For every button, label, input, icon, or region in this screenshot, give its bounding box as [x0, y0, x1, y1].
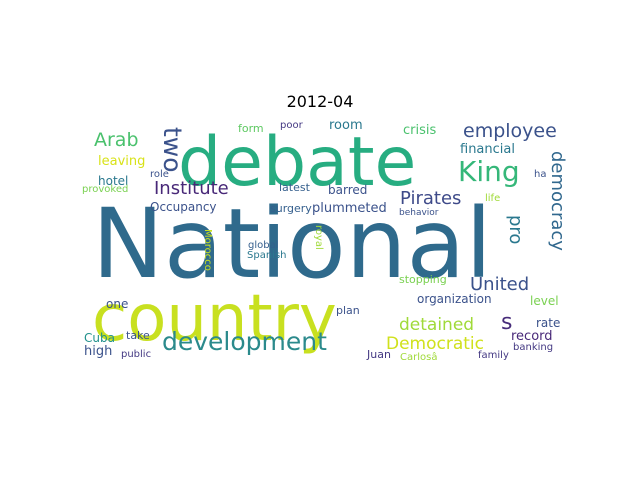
word-democratic: Democratic: [386, 334, 484, 354]
word-carlosa: Carlosâ: [400, 351, 437, 363]
word-spanish: Spanish: [247, 250, 287, 261]
word-latest: latest: [279, 181, 311, 194]
word-leaving: leaving: [98, 154, 145, 169]
word-public: public: [121, 349, 151, 360]
word-banking: banking: [513, 342, 553, 353]
word-provoked: provoked: [82, 184, 128, 195]
word-development: development: [162, 327, 327, 356]
word-pirates: Pirates: [400, 188, 461, 209]
word-royal: royal: [313, 225, 324, 250]
word-behavior: behavior: [399, 208, 439, 218]
word-institute: Institute: [154, 178, 229, 199]
word-arab: Arab: [94, 129, 139, 151]
word-two: two: [158, 127, 187, 173]
word-record: record: [511, 329, 553, 344]
word-juan: Juan: [366, 348, 391, 361]
word-form: form: [238, 122, 264, 135]
word-morocco: Morocco: [202, 229, 213, 271]
figure-title: 2012-04: [286, 92, 354, 111]
word-room: room: [329, 118, 363, 133]
word-stopping: stopping: [399, 273, 447, 286]
word-hotel: hotel: [98, 174, 128, 188]
word-ha: ha: [534, 169, 546, 180]
word-barred: barred: [328, 183, 367, 197]
word-role: role: [150, 169, 169, 180]
word-national: National: [92, 188, 492, 300]
word-pro: pro: [505, 215, 526, 244]
word-country: country: [92, 282, 337, 356]
word-rate: rate: [536, 316, 560, 330]
word-crisis: crisis: [403, 123, 436, 138]
word-cloud: National debate country development King two A…: [80, 115, 570, 365]
word-global: global: [248, 240, 279, 251]
word-s: s: [501, 310, 512, 335]
word-plan: plan: [336, 304, 360, 317]
word-poor: poor: [280, 120, 304, 131]
word-high: high: [84, 344, 112, 359]
word-democracy: democracy: [547, 151, 568, 251]
word-united: United: [470, 274, 529, 295]
word-debate: debate: [178, 123, 416, 202]
word-king: King: [458, 155, 520, 188]
word-plummeted: plummeted: [312, 201, 387, 216]
word-surgery: surgery: [270, 202, 312, 215]
word-detained: detained: [399, 315, 474, 335]
word-occupancy: Occupancy: [150, 200, 217, 214]
word-organization: organization: [417, 292, 492, 306]
word-financial: financial: [460, 142, 515, 157]
word-level: level: [530, 294, 559, 308]
word-one: one: [106, 297, 128, 311]
word-cuba: Cuba: [84, 331, 115, 345]
word-family: family: [478, 350, 509, 361]
word-life: life: [485, 193, 500, 204]
word-take: take: [126, 329, 150, 342]
word-employee: employee: [463, 120, 557, 142]
